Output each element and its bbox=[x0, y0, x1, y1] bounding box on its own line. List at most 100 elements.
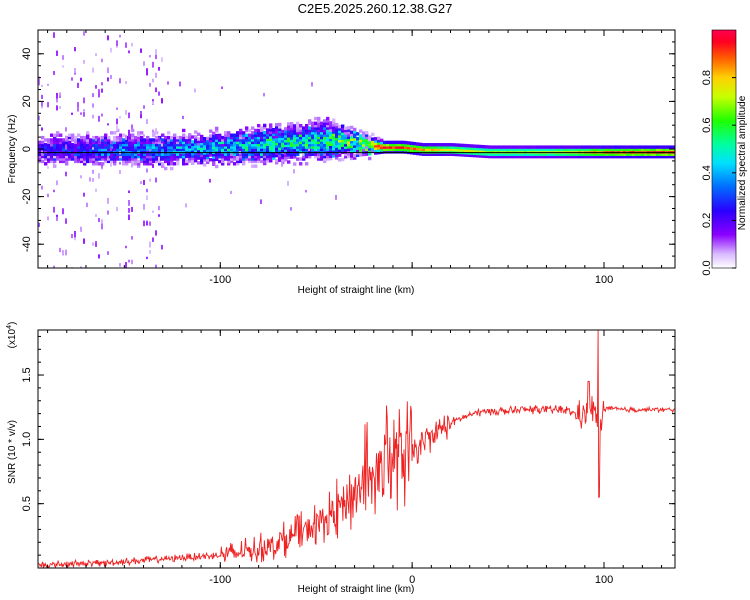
spectrogram-cell bbox=[440, 143, 444, 147]
spectrogram-cell bbox=[194, 144, 198, 149]
spectrogram-cell bbox=[287, 148, 291, 152]
spectrogram-cell bbox=[134, 135, 138, 140]
spectrogram-cell bbox=[278, 134, 282, 139]
spectrogram-cell bbox=[293, 162, 297, 166]
spectrogram-cell bbox=[110, 159, 114, 164]
spectrogram-cell bbox=[68, 145, 72, 149]
spectrogram-noise-speck bbox=[116, 118, 118, 125]
spectrogram-cell bbox=[47, 145, 51, 149]
spectrogram-cell bbox=[317, 152, 321, 156]
spectrogram-cell bbox=[158, 150, 162, 154]
spectrogram-cell bbox=[218, 143, 222, 147]
spectrogram-cell bbox=[278, 137, 282, 141]
spectrogram-cell bbox=[266, 147, 270, 151]
spectrogram-cell bbox=[407, 148, 411, 152]
spectrogram-cell bbox=[143, 140, 147, 145]
spectrogram-cell bbox=[545, 147, 549, 152]
spectrogram-cell bbox=[512, 152, 516, 156]
spectrogram-cell bbox=[149, 140, 153, 145]
spectrogram-cell bbox=[251, 133, 255, 137]
spectrogram-noise-speck bbox=[95, 188, 97, 192]
spectrogram-cell bbox=[263, 154, 267, 159]
spectrogram-cell bbox=[629, 154, 633, 159]
spectrogram-cell bbox=[449, 145, 453, 149]
spectrogram-cell bbox=[161, 147, 165, 152]
spectrogram-cell bbox=[56, 152, 60, 156]
spectrogram-cell bbox=[143, 143, 147, 147]
spectrogram-cell bbox=[248, 154, 252, 159]
spectrogram-cell bbox=[107, 159, 111, 164]
spectrogram-cell bbox=[365, 133, 369, 137]
spectrogram-cell bbox=[551, 147, 555, 152]
spectrogram-cell bbox=[182, 128, 186, 133]
spectrogram-cell bbox=[359, 148, 363, 152]
spectrogram-cell bbox=[131, 143, 135, 147]
spectrogram-cell bbox=[182, 157, 186, 161]
spectrogram-noise-speck bbox=[143, 203, 145, 210]
spectrogram-cell bbox=[47, 157, 51, 161]
spectrogram-cell bbox=[392, 145, 396, 149]
spectrogram-cell bbox=[254, 133, 258, 137]
spectrogram-cell bbox=[386, 140, 390, 145]
spectrogram-cell bbox=[644, 152, 648, 156]
spectrogram-cell bbox=[272, 144, 276, 149]
spectrogram-cell bbox=[497, 145, 501, 149]
spectrogram-cell bbox=[155, 138, 159, 142]
spectrogram-cell bbox=[137, 145, 141, 149]
spectrogram-cell bbox=[614, 152, 618, 156]
spectrogram-cell bbox=[260, 128, 264, 133]
spectrogram-cell bbox=[590, 152, 594, 156]
spectrogram-cell bbox=[308, 152, 312, 156]
spectrogram-cell bbox=[602, 145, 606, 149]
spectrogram-cell bbox=[74, 159, 78, 164]
spectrogram-cell bbox=[203, 136, 207, 141]
spectrogram-cell bbox=[401, 140, 405, 145]
spectrogram-cell bbox=[362, 140, 366, 145]
spectrogram-cell bbox=[377, 136, 381, 141]
spectrogram-cell bbox=[416, 151, 420, 156]
spectrogram-cell bbox=[593, 147, 597, 152]
spectrogram-cell bbox=[62, 147, 66, 152]
spectrogram-cell bbox=[224, 140, 228, 145]
spectrogram-cell bbox=[227, 131, 231, 135]
spectrogram-cell bbox=[224, 147, 228, 152]
spectrogram-cell bbox=[86, 145, 90, 149]
spectrogram-cell bbox=[101, 147, 105, 152]
spectrogram-cell bbox=[536, 145, 540, 149]
spectrogram-cell bbox=[287, 143, 291, 148]
spectrogram-cell bbox=[479, 149, 483, 153]
spectrogram-cell bbox=[233, 152, 237, 156]
spectrogram-cell bbox=[95, 143, 99, 147]
spectrogram-cell bbox=[323, 140, 327, 145]
spectrogram-cell bbox=[317, 157, 321, 161]
spectrogram-cell bbox=[146, 157, 150, 161]
spectrogram-cell bbox=[77, 145, 81, 149]
spectrogram-noise-speck bbox=[152, 210, 154, 213]
spectrogram-cell bbox=[266, 159, 270, 163]
spectrogram-cell bbox=[98, 147, 102, 152]
spectrogram-cell bbox=[212, 157, 216, 162]
spectrogram-cell bbox=[95, 145, 99, 149]
spectrogram-cell bbox=[314, 121, 318, 126]
spectrogram-cell bbox=[443, 152, 447, 156]
spectrogram-cell bbox=[560, 147, 564, 152]
spectrogram-cell bbox=[89, 159, 93, 164]
spectrogram-cell bbox=[302, 147, 306, 152]
spectrogram-cell bbox=[131, 133, 135, 137]
spectrogram-cell bbox=[563, 150, 567, 154]
spectrogram-cell bbox=[230, 145, 234, 149]
spectrogram-noise-speck bbox=[131, 42, 133, 47]
spectrogram-cell bbox=[641, 145, 645, 149]
spectrogram-cell bbox=[365, 145, 369, 149]
spectrogram-noise-speck bbox=[119, 116, 121, 119]
spectrogram-cell bbox=[221, 157, 225, 161]
spectrogram-cell bbox=[65, 159, 69, 164]
spectrogram-cell bbox=[272, 139, 276, 144]
spectrogram-cell bbox=[575, 154, 579, 159]
spectrogram-cell bbox=[335, 134, 339, 139]
spectrogram-noise-speck bbox=[80, 77, 82, 82]
spectrogram-cell bbox=[308, 135, 312, 140]
spectrogram-noise-speck bbox=[101, 58, 103, 63]
spectrogram-cell bbox=[221, 152, 225, 156]
spectrogram-cell bbox=[503, 145, 507, 149]
